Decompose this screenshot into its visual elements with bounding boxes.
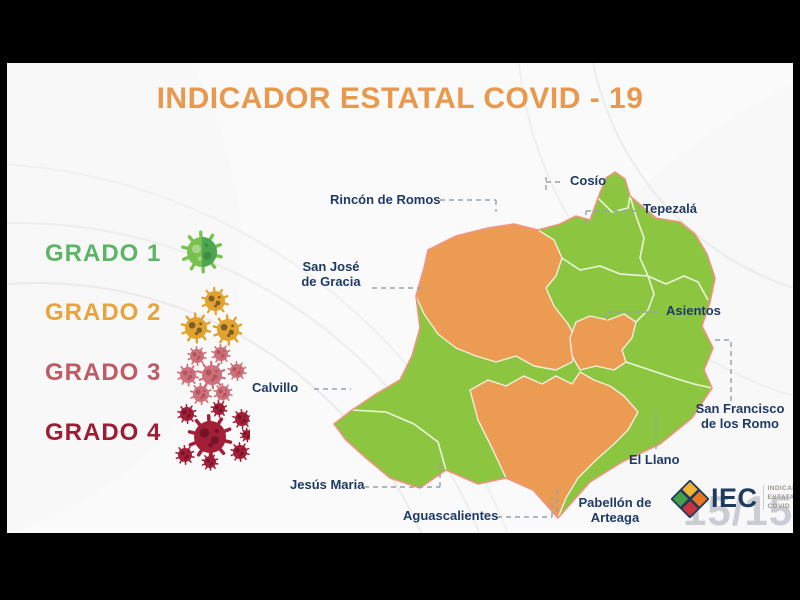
virus-glyph [232, 408, 250, 430]
logo-divider [762, 485, 764, 510]
virus-glyph [230, 441, 250, 463]
iec-logo: IEC INDICADOR ESTATAL COVID [671, 480, 793, 518]
label-leader-line [585, 210, 638, 224]
virus-glyph [239, 427, 250, 443]
virus-glyph [187, 414, 233, 460]
virus-icon-grado-3 [176, 344, 247, 406]
map-label-jesus-maria: Jesús Maria [290, 477, 365, 492]
municipal-border [351, 409, 447, 471]
virus-glyph [212, 314, 242, 346]
virus-glyph [201, 286, 229, 316]
page-title: INDICADOR ESTATAL COVID - 19 [156, 82, 644, 115]
virus-icon-grado-1 [181, 230, 223, 274]
virus-glyph [227, 360, 247, 382]
legend-label-grado-4: GRADO 4 [45, 419, 162, 446]
label-leader-line [714, 339, 732, 401]
iec-logo-text: IEC [711, 483, 758, 513]
municipal-border [561, 257, 649, 277]
map-label-rincon-de-romos: Rincón de Romos [330, 192, 441, 207]
virus-glyph [211, 344, 231, 365]
map-label-pabellon-de-arteaga: Pabellón de Arteaga [578, 495, 652, 526]
map-label-cosio: Cosío [570, 173, 607, 188]
virus-glyph [181, 230, 223, 274]
virus-icon-grado-2 [180, 286, 242, 346]
legend-label-grado-2: GRADO 2 [45, 299, 162, 326]
label-leader-line [440, 199, 497, 212]
label-leader-line [497, 497, 553, 518]
virus-glyph [180, 312, 212, 344]
virus-glyph [189, 382, 213, 406]
label-leader-line [606, 311, 661, 320]
virus-icon-grado-4 [175, 400, 250, 471]
infographic-canvas: INDICADOR ESTATAL COVID - 19 GRADO 1 GRA… [7, 63, 793, 533]
municipality-San Francisco de los Romo [569, 313, 637, 371]
label-leader-line [545, 177, 564, 190]
municipal-border [597, 195, 631, 213]
virus-glyph [210, 400, 228, 418]
map-label-aguascalientes: Aguascalientes [403, 508, 499, 523]
iec-diamond-icon [671, 480, 709, 518]
virus-glyph [201, 453, 219, 471]
map-label-tepezala: Tepezalá [643, 201, 697, 216]
virus-glyph [176, 363, 200, 387]
municipal-border [629, 195, 649, 277]
state-border [333, 171, 716, 519]
map-label-san-jose-de-gracia: San José de Gracia [301, 259, 361, 290]
legend-label-grado-3: GRADO 3 [45, 359, 162, 386]
map-label-el-llano: El Llano [629, 452, 680, 467]
municipal-border [647, 275, 709, 301]
map-label-asientos: Asientos [666, 303, 721, 318]
municipal-border [635, 275, 655, 323]
virus-glyph [213, 382, 233, 404]
legend-label-grado-1: GRADO 1 [45, 240, 162, 267]
iec-logo-tagline: INDICADOR ESTATAL COVID [767, 485, 793, 510]
label-leader-line [364, 463, 441, 488]
map-label-calvillo: Calvillo [252, 380, 299, 395]
map-label-san-francisco-de-los-romo: San Francisco de los Romo [695, 401, 785, 432]
virus-glyph [177, 403, 197, 425]
municipal-border [625, 361, 713, 389]
virus-glyph [187, 345, 207, 367]
aguascalientes-map [314, 171, 732, 519]
virus-glyph [175, 444, 195, 466]
diamond-bottom [679, 498, 701, 518]
